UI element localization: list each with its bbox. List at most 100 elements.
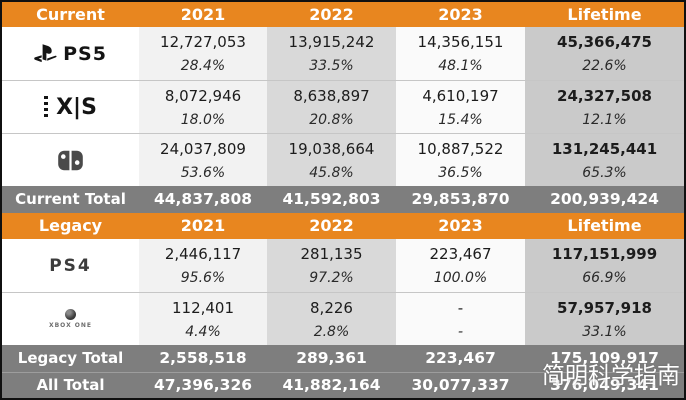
ps4-wordmark: PS4 — [49, 255, 92, 276]
platform-cell-xbox-one: XBOX ONE — [2, 293, 139, 345]
share-value: 97.2% — [309, 270, 354, 286]
units-value: 10,887,522 — [417, 139, 504, 158]
units-value: 12,727,053 — [160, 33, 246, 51]
xbox-sphere-icon — [65, 309, 76, 320]
units-value: - — [457, 298, 464, 317]
table-row-switch: 24,037,809 53.6% 19,038,664 45.8% 10,887… — [2, 133, 684, 186]
platform-cell-ps4: PS4 — [2, 239, 139, 292]
legacy-total-label-cell: Legacy Total — [2, 345, 139, 372]
cell-xs-2022: 8,638,897 20.8% — [267, 81, 396, 133]
cell-switch-2021: 24,037,809 53.6% — [139, 134, 267, 186]
total-value: 223,467 — [425, 348, 496, 367]
cell-ps5-2022: 13,915,242 33.5% — [267, 27, 396, 80]
playstation-icon — [34, 44, 57, 63]
column-header-label: 2022 — [309, 4, 354, 24]
total-value: 2,558,518 — [159, 348, 247, 367]
current-total-lifetime: 200,939,424 — [525, 186, 684, 213]
legacy-total-2021: 2,558,518 — [139, 345, 267, 372]
units-value: 13,915,242 — [288, 33, 375, 51]
units-value: 24,037,809 — [160, 139, 246, 158]
legacy-total-2022: 289,361 — [267, 345, 396, 372]
units-value: 131,245,441 — [551, 139, 658, 158]
total-value: 175,109,917 — [550, 348, 659, 367]
share-value: 15.4% — [438, 111, 483, 128]
total-label: Current Total — [15, 190, 126, 208]
share-value: 28.4% — [180, 58, 226, 74]
xs-dots-icon — [44, 96, 49, 118]
units-value: 223,467 — [429, 245, 492, 263]
current-total-2022: 41,592,803 — [267, 186, 396, 213]
cell-xboxone-lifetime: 57,957,918 33.1% — [525, 293, 684, 345]
cell-ps4-lifetime: 117,151,999 66.9% — [525, 239, 684, 292]
all-total-2023: 30,077,337 — [396, 373, 525, 398]
cell-xboxone-2022: 8,226 2.8% — [267, 293, 396, 345]
column-header-label: 2023 — [438, 4, 483, 24]
units-value: 8,072,946 — [164, 86, 242, 105]
share-value: 20.8% — [309, 111, 354, 128]
cell-switch-2022: 19,038,664 45.8% — [267, 134, 396, 186]
legacy-column-header-2021: 2021 — [139, 213, 267, 239]
column-header-label: 2021 — [180, 216, 226, 235]
table-row-xbox-one: XBOX ONE 112,401 4.4% 8,226 2.8% - - 57,… — [2, 292, 684, 345]
units-value: 14,356,151 — [417, 33, 504, 51]
legacy-header-row: Legacy 2021 2022 2023 Lifetime — [2, 213, 684, 239]
share-value: 36.5% — [438, 164, 483, 181]
share-value: 48.1% — [438, 58, 483, 74]
platform-cell-ps5: PS5 — [2, 27, 139, 80]
column-header-label: 2023 — [438, 216, 483, 235]
xbox-one-label: XBOX ONE — [48, 322, 93, 329]
total-value: 376,049,341 — [550, 375, 659, 394]
legacy-column-header-lifetime: Lifetime — [525, 213, 684, 239]
total-value: 200,939,424 — [550, 189, 659, 208]
cell-ps4-2023: 223,467 100.0% — [396, 239, 525, 292]
total-value: 29,853,870 — [411, 189, 510, 208]
share-value: 22.6% — [582, 58, 627, 74]
all-total-label-cell: All Total — [2, 373, 139, 398]
share-value: 18.0% — [180, 111, 226, 128]
share-value: 33.5% — [309, 58, 354, 74]
share-value: 66.9% — [582, 270, 627, 286]
all-total-2022: 41,882,164 — [267, 373, 396, 398]
cell-ps4-2022: 281,135 97.2% — [267, 239, 396, 292]
cell-xs-lifetime: 24,327,508 12.1% — [525, 81, 684, 133]
total-value: 30,077,337 — [411, 375, 510, 394]
total-value: 289,361 — [296, 348, 367, 367]
share-value: 100.0% — [433, 270, 488, 286]
units-value: 2,446,117 — [164, 245, 242, 263]
units-value: 57,957,918 — [557, 298, 652, 317]
xbox-series-xs-logo: X|S — [44, 95, 97, 120]
column-header-label: 2021 — [180, 4, 226, 24]
all-total-lifetime: 376,049,341 — [525, 373, 684, 398]
nintendo-switch-icon — [58, 150, 83, 170]
legacy-total-2023: 223,467 — [396, 345, 525, 372]
total-label: All Total — [36, 376, 105, 394]
total-value: 44,837,808 — [153, 189, 253, 208]
platform-cell-xbox-series: X|S — [2, 81, 139, 133]
column-header-label: 2022 — [309, 216, 354, 235]
share-value: 33.1% — [582, 323, 627, 340]
xbox-one-logo: XBOX ONE — [49, 309, 92, 329]
share-value: 2.8% — [313, 323, 350, 340]
cell-switch-lifetime: 131,245,441 65.3% — [525, 134, 684, 186]
share-value: 4.4% — [185, 323, 221, 340]
total-label: Legacy Total — [17, 349, 124, 367]
total-value: 41,882,164 — [282, 375, 381, 394]
share-value: 53.6% — [180, 164, 226, 181]
column-header-2022: 2022 — [267, 2, 396, 27]
current-total-2023: 29,853,870 — [396, 186, 525, 213]
total-value: 41,592,803 — [282, 189, 381, 208]
column-header-label: Lifetime — [567, 216, 642, 235]
current-total-label-cell: Current Total — [2, 186, 139, 213]
units-value: 117,151,999 — [551, 245, 658, 263]
legacy-total-lifetime: 175,109,917 — [525, 345, 684, 372]
table-row-ps5: PS5 12,727,053 28.4% 13,915,242 33.5% 14… — [2, 27, 684, 80]
current-total-2021: 44,837,808 — [139, 186, 267, 213]
units-value: 45,366,475 — [557, 33, 652, 51]
ps5-logo: PS5 — [34, 43, 107, 65]
cell-xs-2021: 8,072,946 18.0% — [139, 81, 267, 133]
share-value: - — [457, 323, 464, 340]
total-value: 47,396,326 — [153, 375, 253, 394]
column-header-2023: 2023 — [396, 2, 525, 27]
cell-xboxone-2021: 112,401 4.4% — [139, 293, 267, 345]
